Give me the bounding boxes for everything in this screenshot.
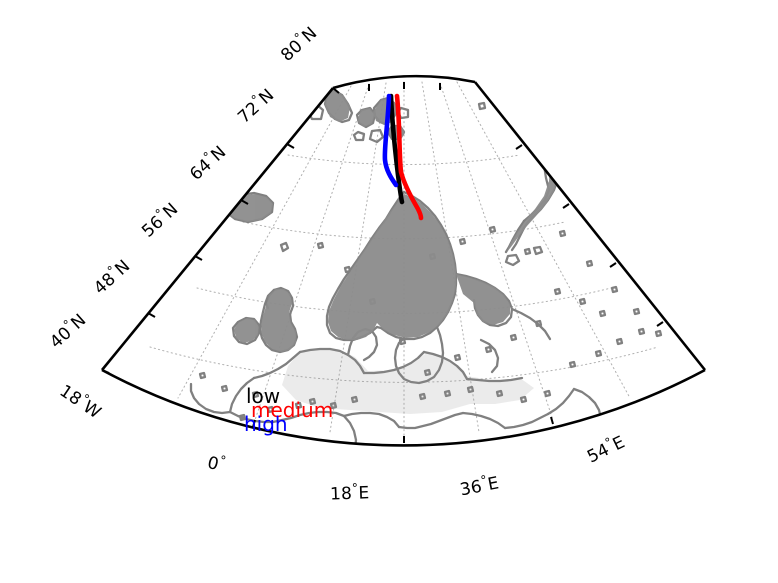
legend-item-low: low — [246, 384, 281, 408]
track-low — [388, 93, 405, 205]
legend-item-high: high — [244, 412, 288, 436]
track-medium — [394, 93, 424, 221]
axis-ticks — [101, 82, 664, 443]
lon-label-18e: 18°E — [329, 481, 370, 505]
map-boundary — [100, 74, 707, 447]
land-fill — [226, 89, 560, 414]
legend-item-medium: medium — [251, 398, 334, 422]
track-high — [382, 93, 399, 188]
